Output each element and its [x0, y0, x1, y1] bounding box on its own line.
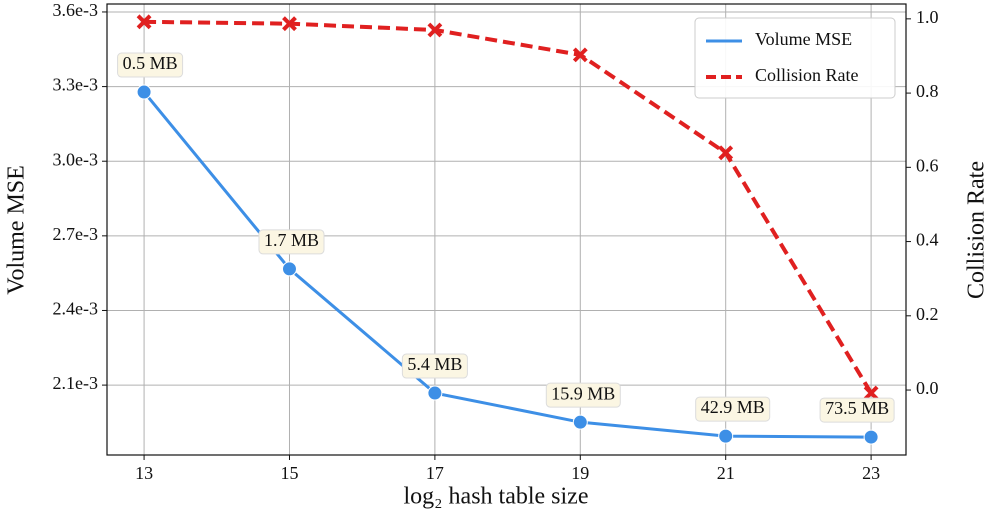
annotation: 1.7 MB: [264, 230, 319, 250]
y-tick-label: 2.7e-3: [53, 224, 98, 244]
point-marker: [718, 428, 734, 444]
legend-label: Volume MSE: [755, 29, 852, 49]
y2-tick-label: 0.4: [916, 230, 939, 250]
x-tick-label: 21: [717, 463, 735, 483]
x-tick-label: 19: [571, 463, 589, 483]
x-tick-label: 17: [426, 463, 444, 483]
x-marker: [427, 22, 443, 38]
annotation-box: [695, 396, 771, 422]
y-tick-label: 3.3e-3: [53, 75, 98, 95]
x-marker: [282, 16, 297, 32]
point-marker: [427, 385, 443, 401]
annotation: 5.4 MB: [407, 354, 462, 374]
legend: Volume MSE Collision Rate: [694, 17, 896, 99]
annotation-box: [545, 382, 621, 408]
y-tick-label: 2.1e-3: [53, 373, 98, 393]
x-marker: [863, 385, 879, 401]
annotation: 42.9 MB: [701, 397, 765, 417]
annotation: 0.5 MB: [123, 53, 178, 73]
y2-axis-label: Collision Rate: [964, 161, 990, 299]
y-tick-label: 3.0e-3: [53, 149, 98, 169]
x-tick-label: 15: [280, 463, 298, 483]
y2-tick-label: 0.2: [916, 304, 939, 324]
y2-tick-label: 0.0: [916, 378, 939, 398]
annotation: 15.9 MB: [551, 383, 615, 403]
x-tick-label: 23: [862, 463, 880, 483]
point-marker: [863, 429, 879, 445]
x-axis-label: log₂ hash table size: [404, 484, 589, 510]
annotation-box: [117, 52, 184, 78]
y-axis-label: Volume MSE: [4, 165, 30, 295]
y-tick-label: 2.4e-3: [53, 299, 98, 319]
plot-frame: [106, 3, 907, 456]
x-tick-label: 13: [135, 463, 153, 483]
x-marker: [572, 47, 588, 63]
y2-tick-label: 0.6: [916, 155, 939, 175]
y2-tick-label: 0.8: [916, 81, 939, 101]
annotation-box: [401, 353, 468, 379]
point-marker: [281, 261, 297, 277]
x-marker: [718, 145, 734, 161]
annotation: 73.5 MB: [825, 398, 889, 418]
annotation-box: [819, 397, 895, 423]
legend-label: Collision Rate: [755, 65, 859, 85]
x-marker: [136, 14, 152, 30]
series-line: [144, 19, 873, 395]
legend-box: [694, 17, 896, 99]
point-marker: [572, 414, 588, 430]
point-marker: [136, 84, 152, 100]
y2-tick-label: 1.0: [916, 7, 939, 27]
annotation-box: [258, 229, 325, 255]
y-tick-label: 3.6e-3: [53, 0, 98, 20]
